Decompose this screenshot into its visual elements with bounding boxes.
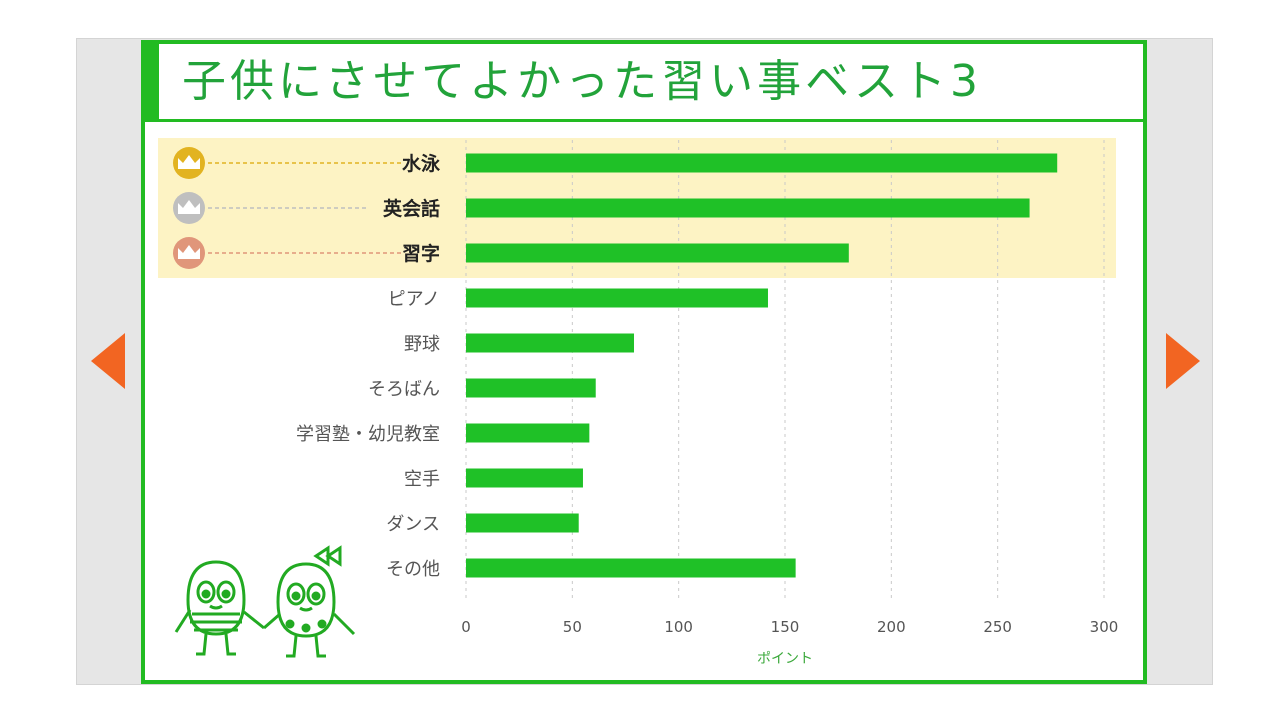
category-label: ダンス [386,514,440,535]
category-label: その他 [386,559,440,580]
crown-gold-icon [173,147,205,179]
category-label: 学習塾・幼児教室 [296,423,440,445]
bar [466,558,796,578]
triangle-left-icon[interactable] [91,333,125,389]
category-label: 習字 [402,242,440,265]
x-tick-label: 100 [664,618,693,636]
slide-title: 子供にさせてよかった習い事ベスト3 [182,56,982,107]
title-bar [141,40,1147,122]
x-tick-label: 300 [1090,618,1119,636]
x-tick-label: 50 [563,618,582,636]
category-label: 英会話 [383,197,440,220]
category-label: ピアノ [388,289,440,310]
bar [466,288,768,308]
bar [466,513,579,533]
x-tick-label: 250 [983,618,1012,636]
category-label: そろばん [368,379,440,400]
bar [466,198,1030,218]
mascot-characters [168,540,378,670]
bar [466,333,635,353]
crown-silver-icon [173,192,205,224]
bar [466,423,590,443]
x-tick-label: 200 [877,618,906,636]
mascot-girl [263,545,356,658]
x-tick-label: 0 [461,618,471,636]
category-label: 水泳 [402,152,441,175]
mascot-boy [174,560,265,656]
category-label: 野球 [404,334,440,355]
title-accent-bar [145,44,159,119]
bar [466,378,596,398]
x-tick-label: 150 [771,618,800,636]
triangle-right-icon[interactable] [1166,333,1200,389]
bar [466,243,849,263]
bar [466,153,1058,173]
x-axis-label: ポイント [757,651,813,667]
category-label: 空手 [404,469,440,490]
bar [466,468,583,488]
crown-bronze-icon [173,237,205,269]
